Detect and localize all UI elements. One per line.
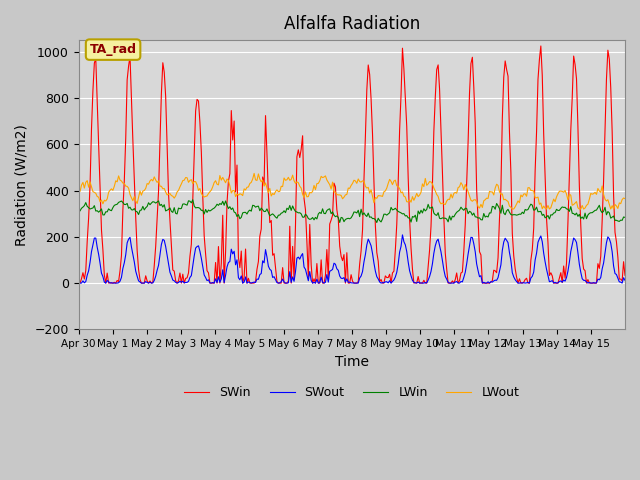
LWin	[621, 215, 629, 220]
SWin	[357, 248, 365, 254]
LWin	[111, 203, 118, 208]
LWin	[620, 214, 627, 220]
LWout	[250, 170, 258, 176]
SWin	[95, 142, 102, 147]
LWout	[466, 193, 474, 199]
Line: LWout: LWout	[79, 173, 625, 209]
SWout	[75, 280, 83, 286]
SWout	[620, 275, 627, 281]
Line: SWin: SWin	[79, 46, 625, 283]
Title: Alfalfa Radiation: Alfalfa Radiation	[284, 15, 420, 33]
SWin	[76, 280, 84, 286]
SWin	[621, 273, 629, 278]
X-axis label: Time: Time	[335, 355, 369, 369]
SWin	[548, 273, 556, 279]
LWout	[508, 206, 516, 212]
SWin	[537, 43, 545, 49]
LWin	[467, 209, 475, 215]
LWin	[189, 197, 196, 203]
SWout	[357, 273, 365, 279]
SWin	[466, 90, 474, 96]
Legend: SWin, SWout, LWin, LWout: SWin, SWout, LWin, LWout	[179, 381, 524, 404]
SWout	[467, 234, 475, 240]
LWout	[75, 187, 83, 192]
LWin	[75, 210, 83, 216]
SWout	[95, 252, 102, 257]
LWout	[93, 193, 101, 199]
SWout	[112, 280, 120, 286]
Text: TA_rad: TA_rad	[90, 43, 136, 56]
SWout	[621, 277, 629, 283]
LWout	[621, 196, 629, 202]
SWout	[76, 280, 84, 286]
LWout	[357, 179, 365, 185]
SWout	[399, 232, 406, 238]
Y-axis label: Radiation (W/m2): Radiation (W/m2)	[15, 124, 29, 246]
LWin	[548, 212, 556, 218]
LWout	[111, 183, 118, 189]
Line: LWin: LWin	[79, 200, 625, 223]
SWout	[548, 278, 556, 284]
LWin	[93, 208, 101, 214]
LWout	[548, 201, 556, 206]
SWin	[75, 277, 83, 283]
SWin	[112, 280, 120, 286]
Line: SWout: SWout	[79, 235, 625, 283]
LWin	[373, 220, 381, 226]
LWin	[357, 206, 365, 212]
LWout	[620, 195, 627, 201]
SWin	[620, 259, 627, 264]
